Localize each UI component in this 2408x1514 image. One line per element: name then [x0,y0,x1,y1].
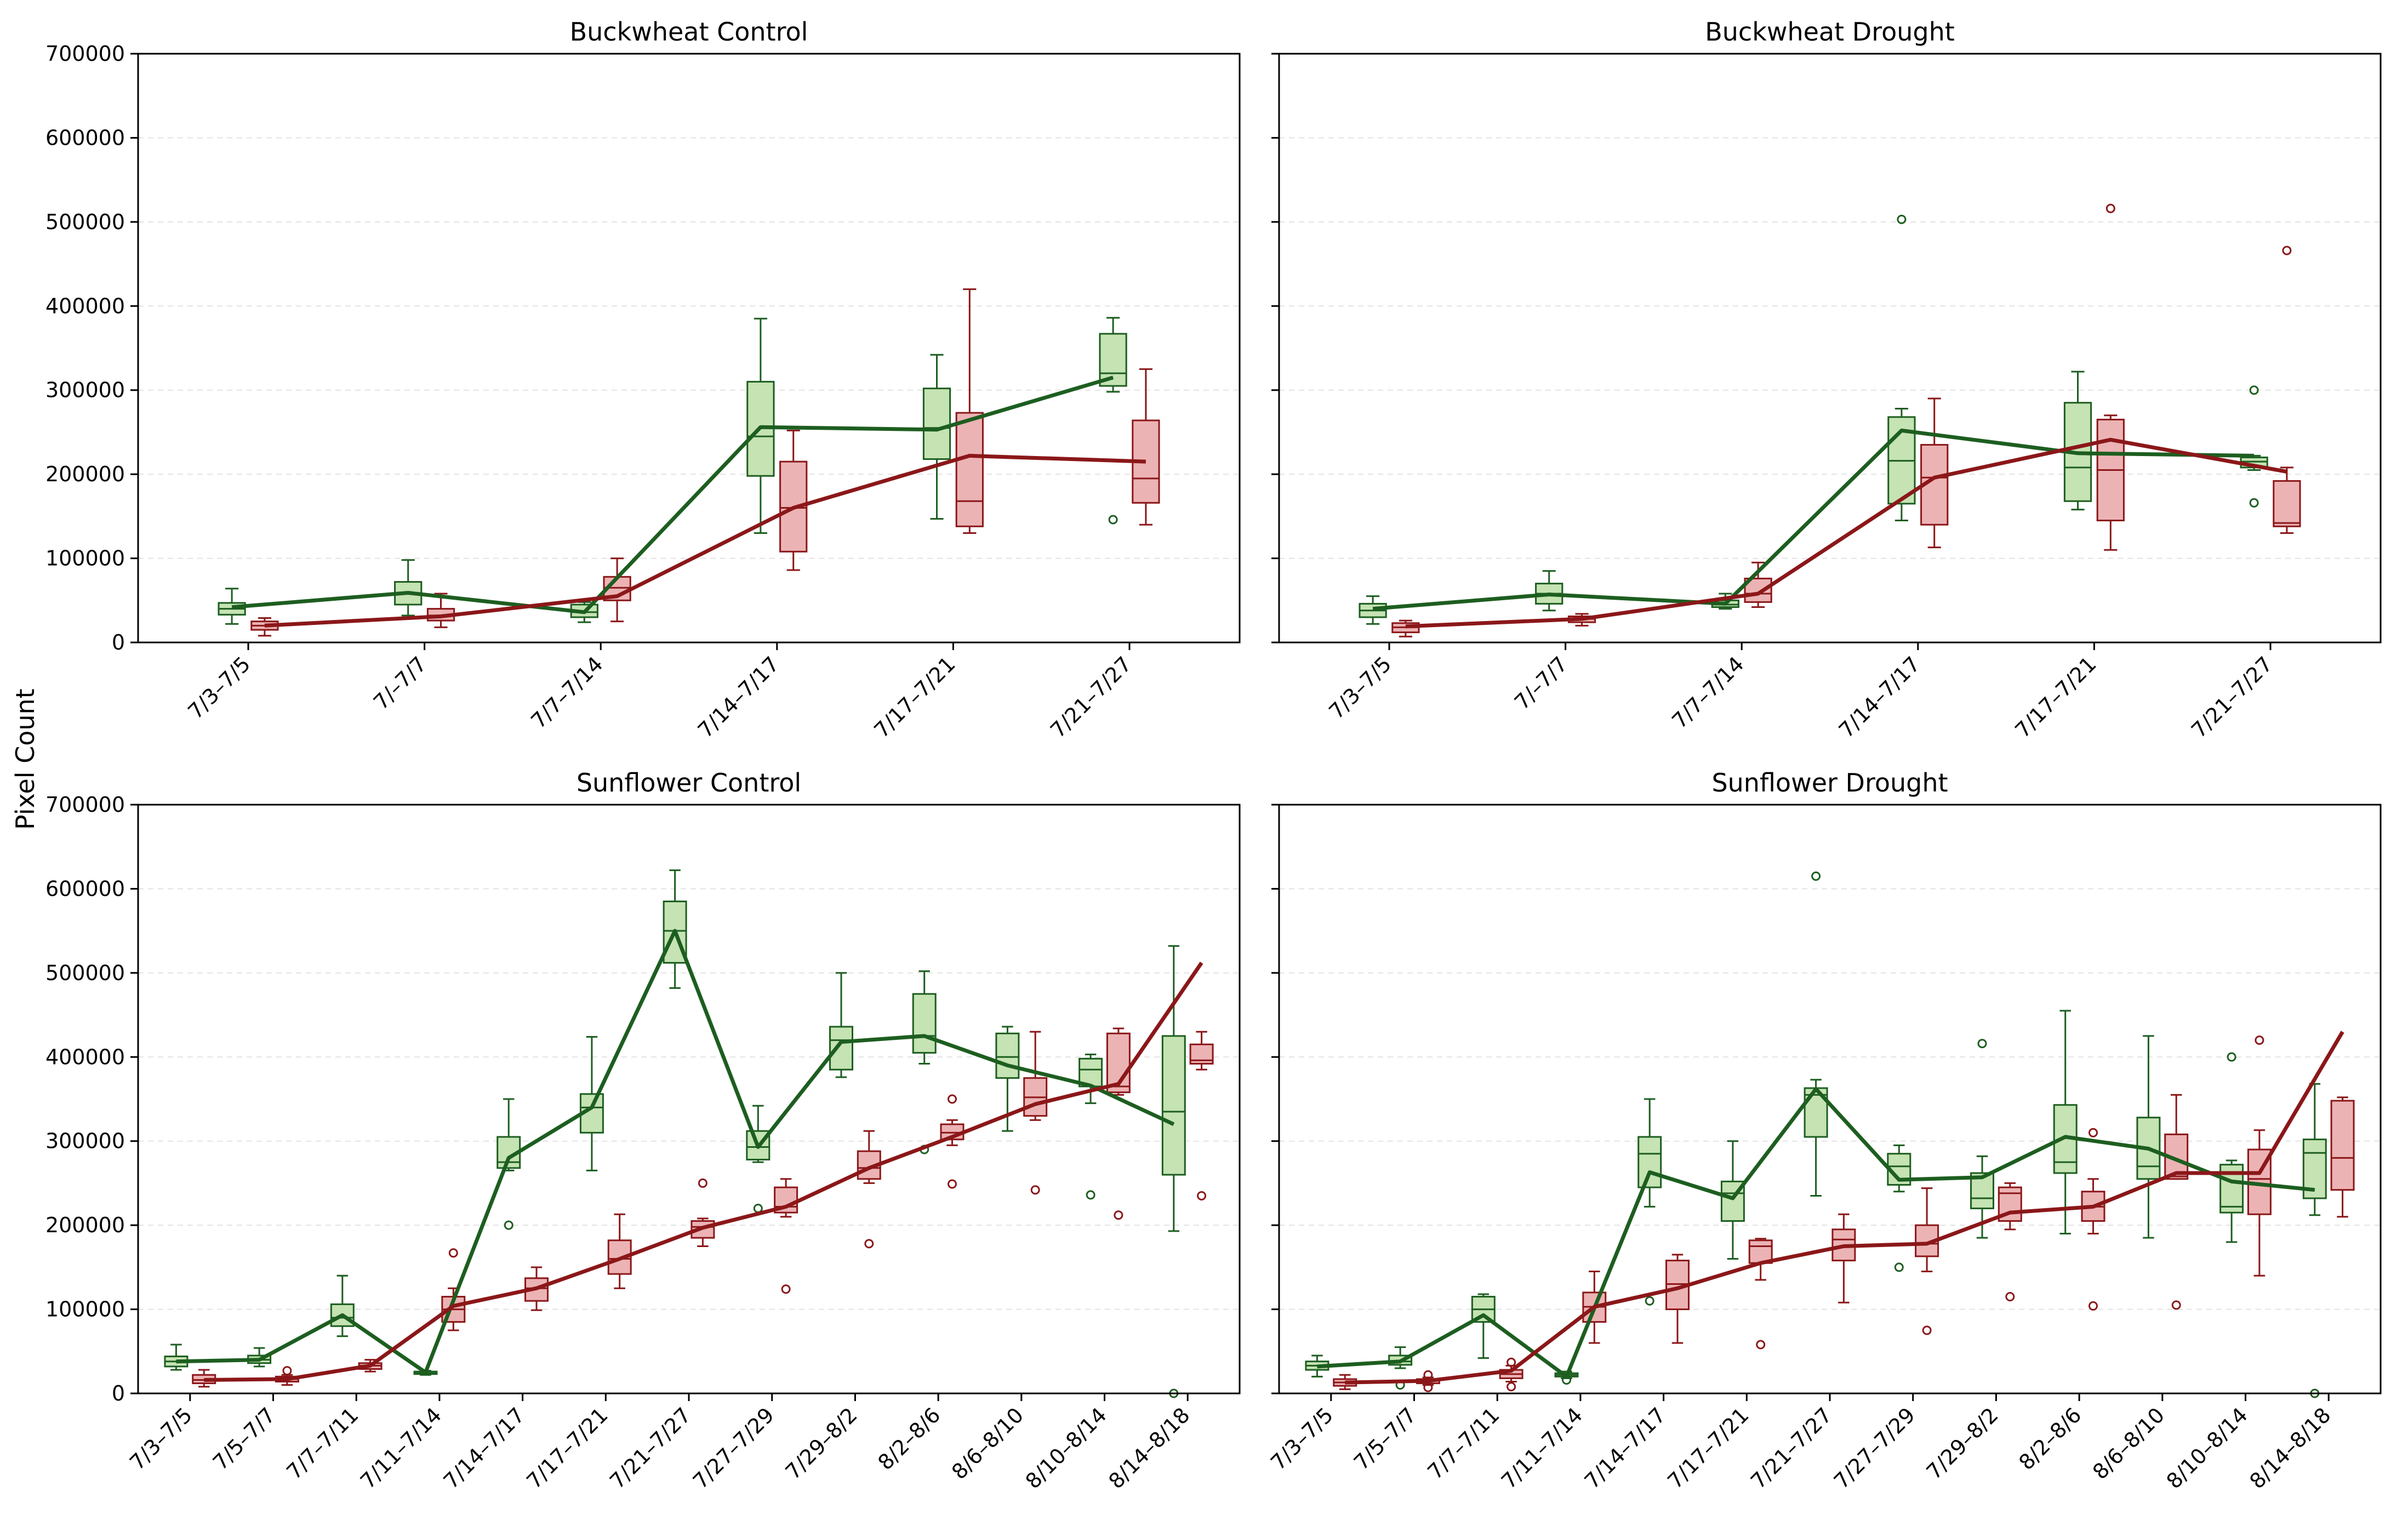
panel-title: Sunflower Control [577,768,801,798]
outlier-point [2249,385,2259,395]
box-drought-4 [2096,203,2125,551]
trend-line-control [176,929,1175,1375]
outlier-point [2255,1035,2264,1045]
y-axis-label: Pixel Count [10,688,40,830]
outlier-point [1897,214,1907,224]
box-control-2 [1471,1293,1496,1359]
trend-line-drought [1345,1031,2344,1385]
y-tick-label: 0 [112,630,125,654]
box-control-11 [1079,1054,1103,1200]
box-iqr [955,412,984,527]
y-tick-label: 700000 [45,42,125,66]
outlier-point [448,1248,458,1258]
y-tick-label: 500000 [45,961,125,985]
outlier-point [2171,1300,2181,1310]
trend-line-drought [264,453,1146,628]
outlier-point [1811,871,1821,881]
outlier-point [504,1220,513,1230]
outlier-point [1423,1370,1433,1380]
outlier-point [1507,1382,1516,1392]
outlier-point [282,1366,292,1376]
outlier-point [2249,498,2259,508]
box-iqr [2330,1100,2355,1191]
outlier-point [947,1179,957,1189]
outlier-point [2282,246,2292,255]
panel-title: Buckwheat Drought [1705,17,1955,47]
box-control-8 [829,972,853,1078]
box-drought-4 [955,288,984,534]
outlier-point [781,1284,791,1294]
y-tick-label: 500000 [45,210,125,234]
y-tick-label: 300000 [45,378,125,402]
y-tick-label: 200000 [45,462,125,486]
box-drought-5 [607,1213,632,1289]
box-control-12 [1161,945,1186,1398]
panel-title: Buckwheat Control [570,17,808,47]
outlier-point [2088,1301,2098,1311]
y-tick-label: 600000 [45,876,125,901]
box-drought-12 [2330,1096,2355,1218]
outlier-point [1197,1191,1207,1200]
box-iqr [912,993,937,1054]
box-control-0 [164,1344,189,1371]
box-iqr [995,1032,1020,1079]
outlier-point [1030,1185,1040,1195]
outlier-point [1756,1340,1766,1350]
outlier-point [1423,1382,1433,1392]
box-iqr [1099,333,1127,387]
box-iqr [1079,1057,1103,1088]
trend-line-drought [1405,437,2287,629]
y-tick-label: 400000 [45,1045,125,1069]
y-tick-label: 400000 [45,294,125,318]
box-control-5 [1099,317,1127,525]
outlier-point [2227,1052,2236,1062]
box-control-4 [1637,1098,1662,1306]
box-iqr [922,388,951,460]
box-drought-5 [2273,246,2301,534]
box-iqr [1161,1035,1186,1176]
outlier-point [2105,203,2115,213]
y-tick-label: 100000 [45,1297,125,1322]
outlier-point [1507,1357,1516,1367]
y-tick-label: 0 [112,1381,125,1405]
box-iqr [1132,419,1160,504]
trend-line-control [1317,1087,2315,1379]
outlier-point [1977,1039,1987,1049]
outlier-point [1086,1190,1095,1200]
outlier-point [1108,515,1118,525]
box-iqr [829,1026,853,1071]
box-control-10 [995,1026,1020,1132]
trend-line-control [231,375,1114,614]
outlier-point [864,1239,874,1249]
outlier-point [2088,1128,2098,1137]
outlier-point [1114,1210,1123,1220]
outlier-point [698,1178,707,1188]
y-tick-label: 700000 [45,793,125,817]
trend-line-control [1372,428,2255,611]
y-tick-label: 300000 [45,1129,125,1153]
outlier-point [2005,1292,2015,1302]
trend-line-drought [204,961,1203,1382]
outlier-point [947,1094,957,1104]
y-tick-label: 600000 [45,126,125,150]
box-drought-12 [1189,1031,1214,1200]
y-tick-label: 200000 [45,1213,125,1237]
axes-frame [1278,53,2382,644]
box-iqr [579,1093,604,1134]
box-control-5 [1720,1140,1745,1260]
y-tick-label: 100000 [45,547,125,571]
box-iqr [2273,480,2301,527]
panel-title: Sunflower Drought [1711,768,1948,798]
outlier-point [1894,1262,1904,1272]
box-control-0 [1359,595,1387,625]
outlier-point [1645,1296,1654,1306]
axes-frame [137,53,1241,644]
outlier-point [1922,1325,1932,1335]
box-iqr [1637,1136,1662,1188]
box-drought-5 [1132,368,1160,526]
box-control-5 [579,1035,604,1171]
box-control-4 [922,354,951,520]
